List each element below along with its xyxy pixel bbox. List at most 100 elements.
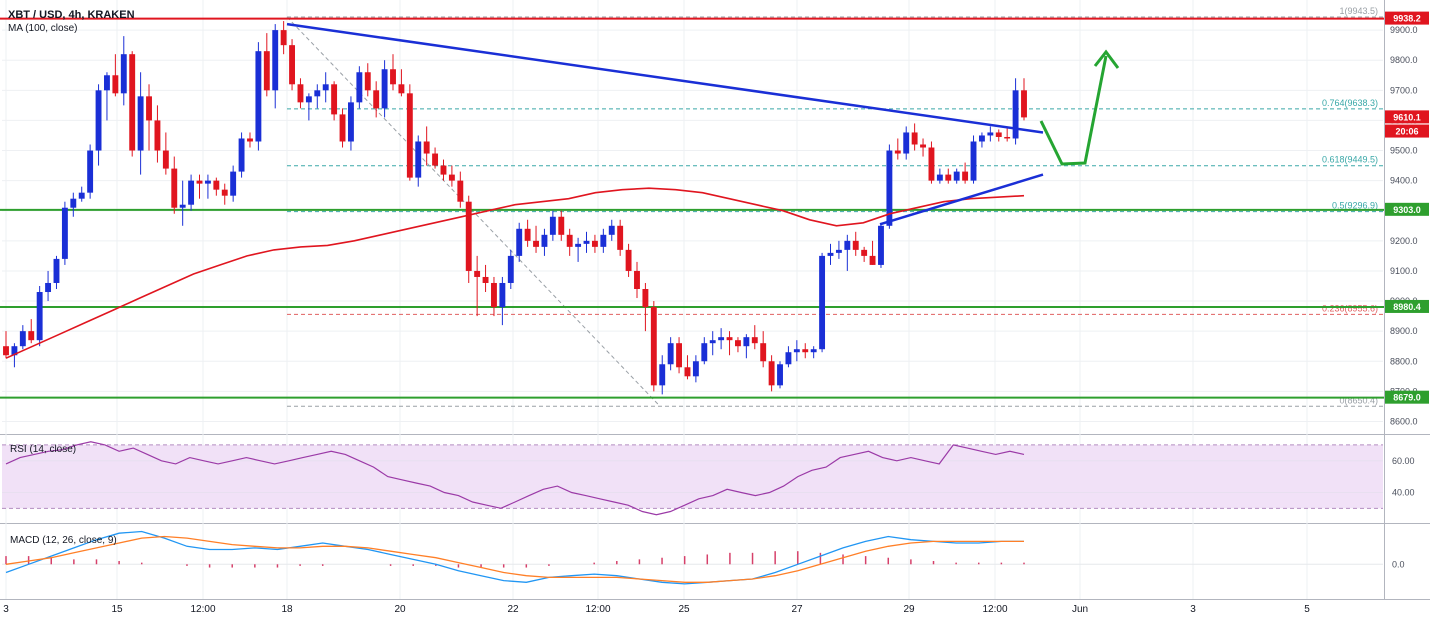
candle-body xyxy=(204,180,211,184)
candle-body xyxy=(911,132,918,145)
fib-level-label: 0.764(9638.3) xyxy=(1322,98,1378,108)
price-tag-label: 9303.0 xyxy=(1393,205,1421,215)
candle-body xyxy=(970,141,977,181)
x-tick-label: 18 xyxy=(281,604,293,615)
ma-100-line xyxy=(5,187,1025,359)
macd-pane-label: MACD (12, 26, close, 9) xyxy=(10,535,117,546)
candle-body xyxy=(659,364,666,386)
x-tick-label: 3 xyxy=(3,604,9,615)
candle-body xyxy=(381,69,388,109)
price-tag-label: 9610.1 xyxy=(1393,112,1421,122)
price-tag-label: 9938.2 xyxy=(1393,14,1421,24)
candle-body xyxy=(70,198,77,208)
chart-title: XBT / USD, 4h, KRAKEN xyxy=(8,9,135,21)
candle-body xyxy=(541,234,548,247)
candle-body xyxy=(600,234,607,247)
candle-body xyxy=(11,346,18,356)
candle-body xyxy=(499,282,506,308)
candle-body xyxy=(61,207,68,259)
x-tick-label: 12:00 xyxy=(190,604,215,615)
candle-body xyxy=(650,307,657,386)
candle-body xyxy=(566,234,573,247)
candle-body xyxy=(247,138,253,142)
rsi-y-tick-label: 60.00 xyxy=(1392,456,1415,466)
candle-body xyxy=(987,132,994,136)
candle-body xyxy=(491,282,497,308)
candle-body xyxy=(162,150,169,169)
x-tick-label: 20 xyxy=(394,604,406,615)
fib-level-label: 1(9943.5) xyxy=(1339,6,1378,16)
ascending-trendline xyxy=(879,173,1044,226)
candle-body xyxy=(78,192,85,199)
candle-body xyxy=(255,51,262,142)
candle-body xyxy=(995,132,1002,137)
candle-body xyxy=(3,346,9,356)
ma-indicator-label: MA (100, close) xyxy=(8,23,78,34)
candle-body xyxy=(356,72,363,103)
candle-body xyxy=(953,171,960,181)
x-tick-label: 12:00 xyxy=(585,604,610,615)
candle-body xyxy=(230,171,237,196)
candle-body xyxy=(272,30,279,91)
candle-body xyxy=(28,331,35,341)
price-tag xyxy=(1385,202,1429,216)
candle-body xyxy=(718,337,725,341)
candle-body xyxy=(87,150,94,193)
candle-body xyxy=(945,174,952,181)
macd-line xyxy=(5,530,1024,585)
candle-body xyxy=(583,240,590,244)
x-tick-label: 3 xyxy=(1190,604,1196,615)
candle-body xyxy=(676,343,683,368)
candle-body xyxy=(36,292,43,341)
candle-body xyxy=(171,168,178,208)
candle-body xyxy=(137,96,144,151)
candle-body xyxy=(810,349,817,353)
candle-body xyxy=(869,255,876,265)
rsi-band xyxy=(2,444,1383,509)
candle-body xyxy=(962,171,969,181)
candle-body xyxy=(575,243,582,247)
price-tag xyxy=(1385,124,1429,138)
rsi-y-tick-label: 40.00 xyxy=(1392,487,1415,497)
candle-body xyxy=(625,249,632,271)
candle-body xyxy=(440,165,447,175)
candle-body xyxy=(608,225,615,235)
x-tick-label: 25 xyxy=(678,604,690,615)
candle-body xyxy=(331,84,338,115)
candle-body xyxy=(827,252,834,256)
candle-body xyxy=(709,340,716,344)
candle-body xyxy=(878,225,884,265)
candle-body xyxy=(53,258,60,283)
x-tick-label: 15 xyxy=(111,604,123,615)
candle-body xyxy=(423,141,430,154)
candle-body xyxy=(120,54,127,94)
fib-level-label: 0(8650.4) xyxy=(1339,395,1378,405)
candle-body xyxy=(474,270,481,277)
candle-body xyxy=(179,204,186,208)
candle-body xyxy=(861,249,868,256)
price-tag-label: 20:06 xyxy=(1395,127,1418,137)
candle-body xyxy=(751,337,758,344)
candle-body xyxy=(684,367,691,377)
candle-body xyxy=(196,180,203,184)
candle-body xyxy=(928,147,935,181)
candle-body xyxy=(213,180,220,190)
candle-body xyxy=(743,337,750,347)
candle-body xyxy=(415,141,422,178)
candle-body xyxy=(642,289,649,308)
y-tick-label: 8600.0 xyxy=(1390,416,1418,426)
price-tag-label: 8980.4 xyxy=(1393,302,1421,312)
candle-body xyxy=(516,228,523,256)
macd-y-tick-label: 0.0 xyxy=(1392,559,1405,569)
candle-body xyxy=(221,189,228,196)
candle-body xyxy=(558,216,565,235)
candle-body xyxy=(129,54,136,151)
x-tick-label: 5 xyxy=(1304,604,1310,615)
candle-body xyxy=(1012,90,1019,139)
price-tag xyxy=(1385,110,1429,124)
candle-body xyxy=(146,96,152,121)
candle-body xyxy=(280,30,287,46)
candle-body xyxy=(19,331,26,347)
